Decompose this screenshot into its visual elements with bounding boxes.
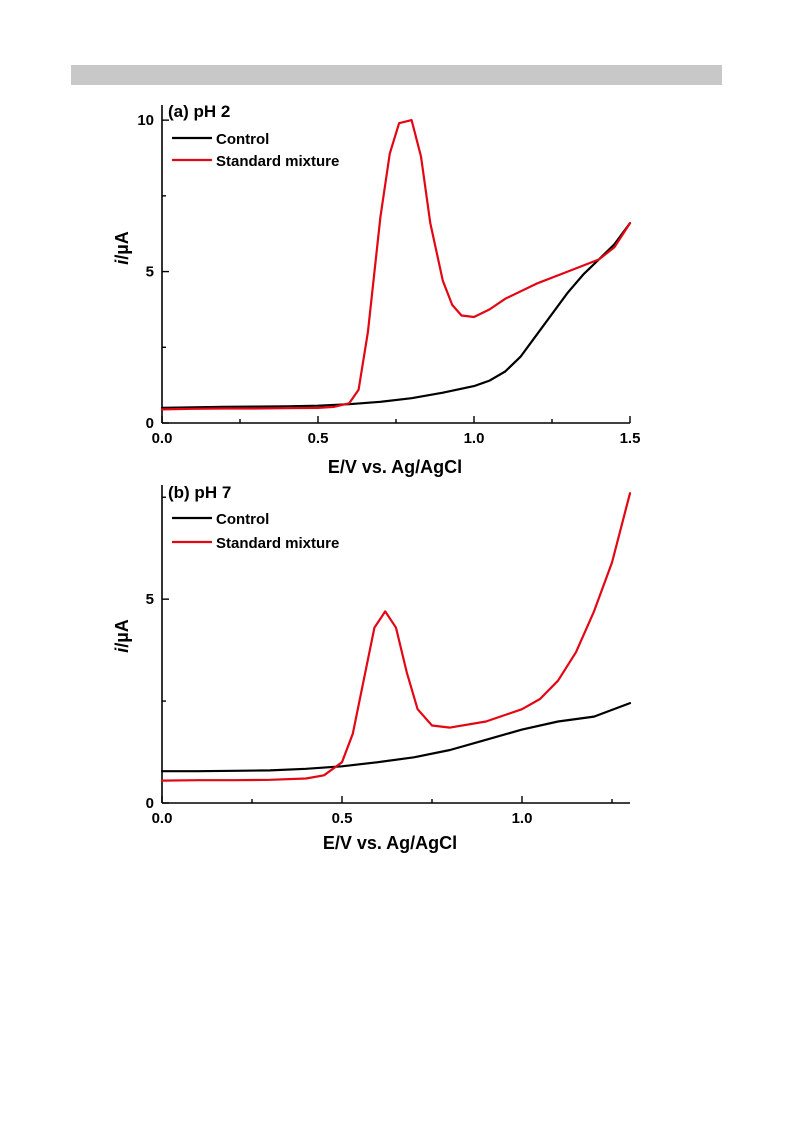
- legend-standard-label: Standard mixture: [216, 153, 339, 170]
- panel-a-series: [160, 118, 632, 411]
- series-line-standard-mixture: [160, 492, 632, 782]
- panel-b-ylabel: i/µA: [112, 619, 132, 652]
- x-tick-label: 1.0: [512, 810, 533, 827]
- series-line-standard-mixture: [160, 118, 632, 411]
- ylabel-italic: i: [112, 259, 132, 265]
- series-line-control: [160, 701, 632, 773]
- panel-a-ylabel: i/µA: [112, 231, 132, 264]
- series-line-control: [160, 222, 632, 409]
- y-tick-label: 0: [146, 415, 154, 432]
- y-tick-label: 10: [137, 112, 154, 129]
- legend-standard-label: Standard mixture: [216, 535, 339, 552]
- legend-control-label: Control: [216, 511, 269, 528]
- x-tick-label: 0.5: [332, 810, 353, 827]
- panel-a-xlabel: E/V vs. Ag/AgCl: [328, 457, 462, 477]
- ylabel-italic: i: [112, 647, 132, 653]
- panel-a-chart: (a) pH 2 E/V vs. Ag/AgCl i/µA 0.0 0.5 1.0 1…: [112, 102, 640, 477]
- x-tick-label: 0.0: [152, 810, 173, 827]
- y-tick-label: 5: [146, 264, 154, 281]
- panel-a-label: (a) pH 2: [168, 102, 230, 121]
- header-bar: [71, 65, 722, 85]
- panel-b-chart: (b) pH 7 E/V vs. Ag/AgCl i/µA 0.0 0.5 1.00…: [112, 483, 632, 853]
- ylabel-rest: /µA: [112, 231, 132, 259]
- x-tick-label: 1.5: [620, 430, 641, 447]
- panel-b-axes: [161, 485, 630, 804]
- panel-b-xlabel: E/V vs. Ag/AgCl: [323, 833, 457, 853]
- y-tick-label: 5: [146, 591, 154, 608]
- y-tick-label: 0: [146, 795, 154, 812]
- panel-b-series: [160, 492, 632, 782]
- x-tick-label: 1.0: [464, 430, 485, 447]
- panel-b-ticks: 0.0 0.5 1.0 0 5: [146, 496, 613, 827]
- panel-a-ticks: 0.0 0.5 1.0 1.5 0 5 10: [137, 112, 640, 447]
- x-tick-label: 0.5: [308, 430, 329, 447]
- panel-b-label: (b) pH 7: [168, 483, 231, 502]
- panel-a-legend: Control Standard mixture: [172, 131, 339, 170]
- panel-b-legend: Control Standard mixture: [172, 511, 339, 552]
- legend-control-label: Control: [216, 131, 269, 148]
- x-tick-label: 0.0: [152, 430, 173, 447]
- ylabel-rest: /µA: [112, 619, 132, 647]
